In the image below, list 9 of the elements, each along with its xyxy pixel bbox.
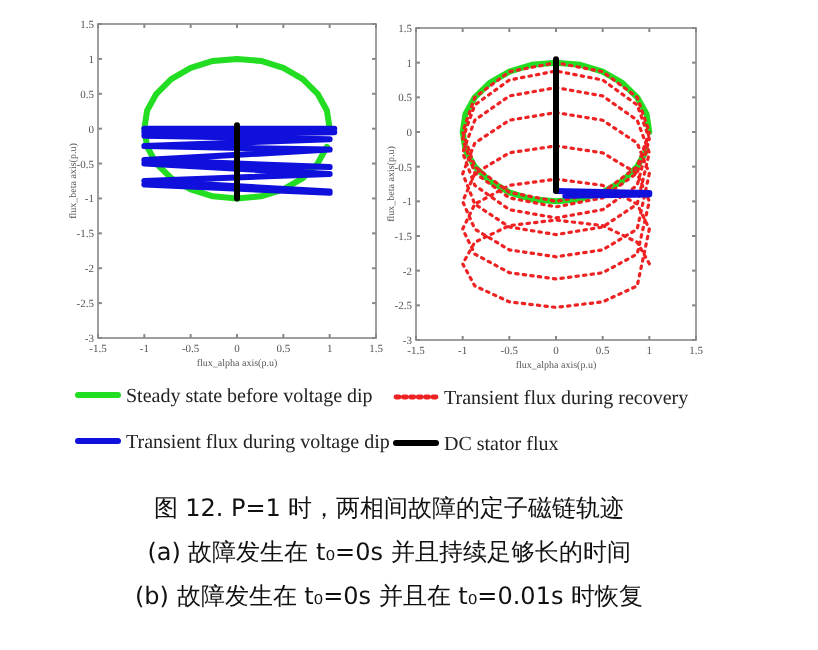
legend-label: Transient flux during recovery	[444, 388, 689, 410]
line-series	[461, 61, 651, 310]
caption: 图 12. P=1 时，两相间故障的定子磁链轨迹	[153, 494, 625, 522]
legend-label: Transient flux during voltage dip	[126, 432, 390, 454]
legend-label: Steady state before voltage dip	[126, 386, 373, 408]
text: (b) 故障发生在 t₀=0s 并且在 t₀=0.01s 时恢复	[134, 582, 644, 610]
line-series	[141, 125, 338, 196]
text: (a) 故障发生在 t₀=0s 并且持续足够长的时间	[147, 538, 631, 566]
legend-label: DC stator flux	[444, 434, 559, 456]
